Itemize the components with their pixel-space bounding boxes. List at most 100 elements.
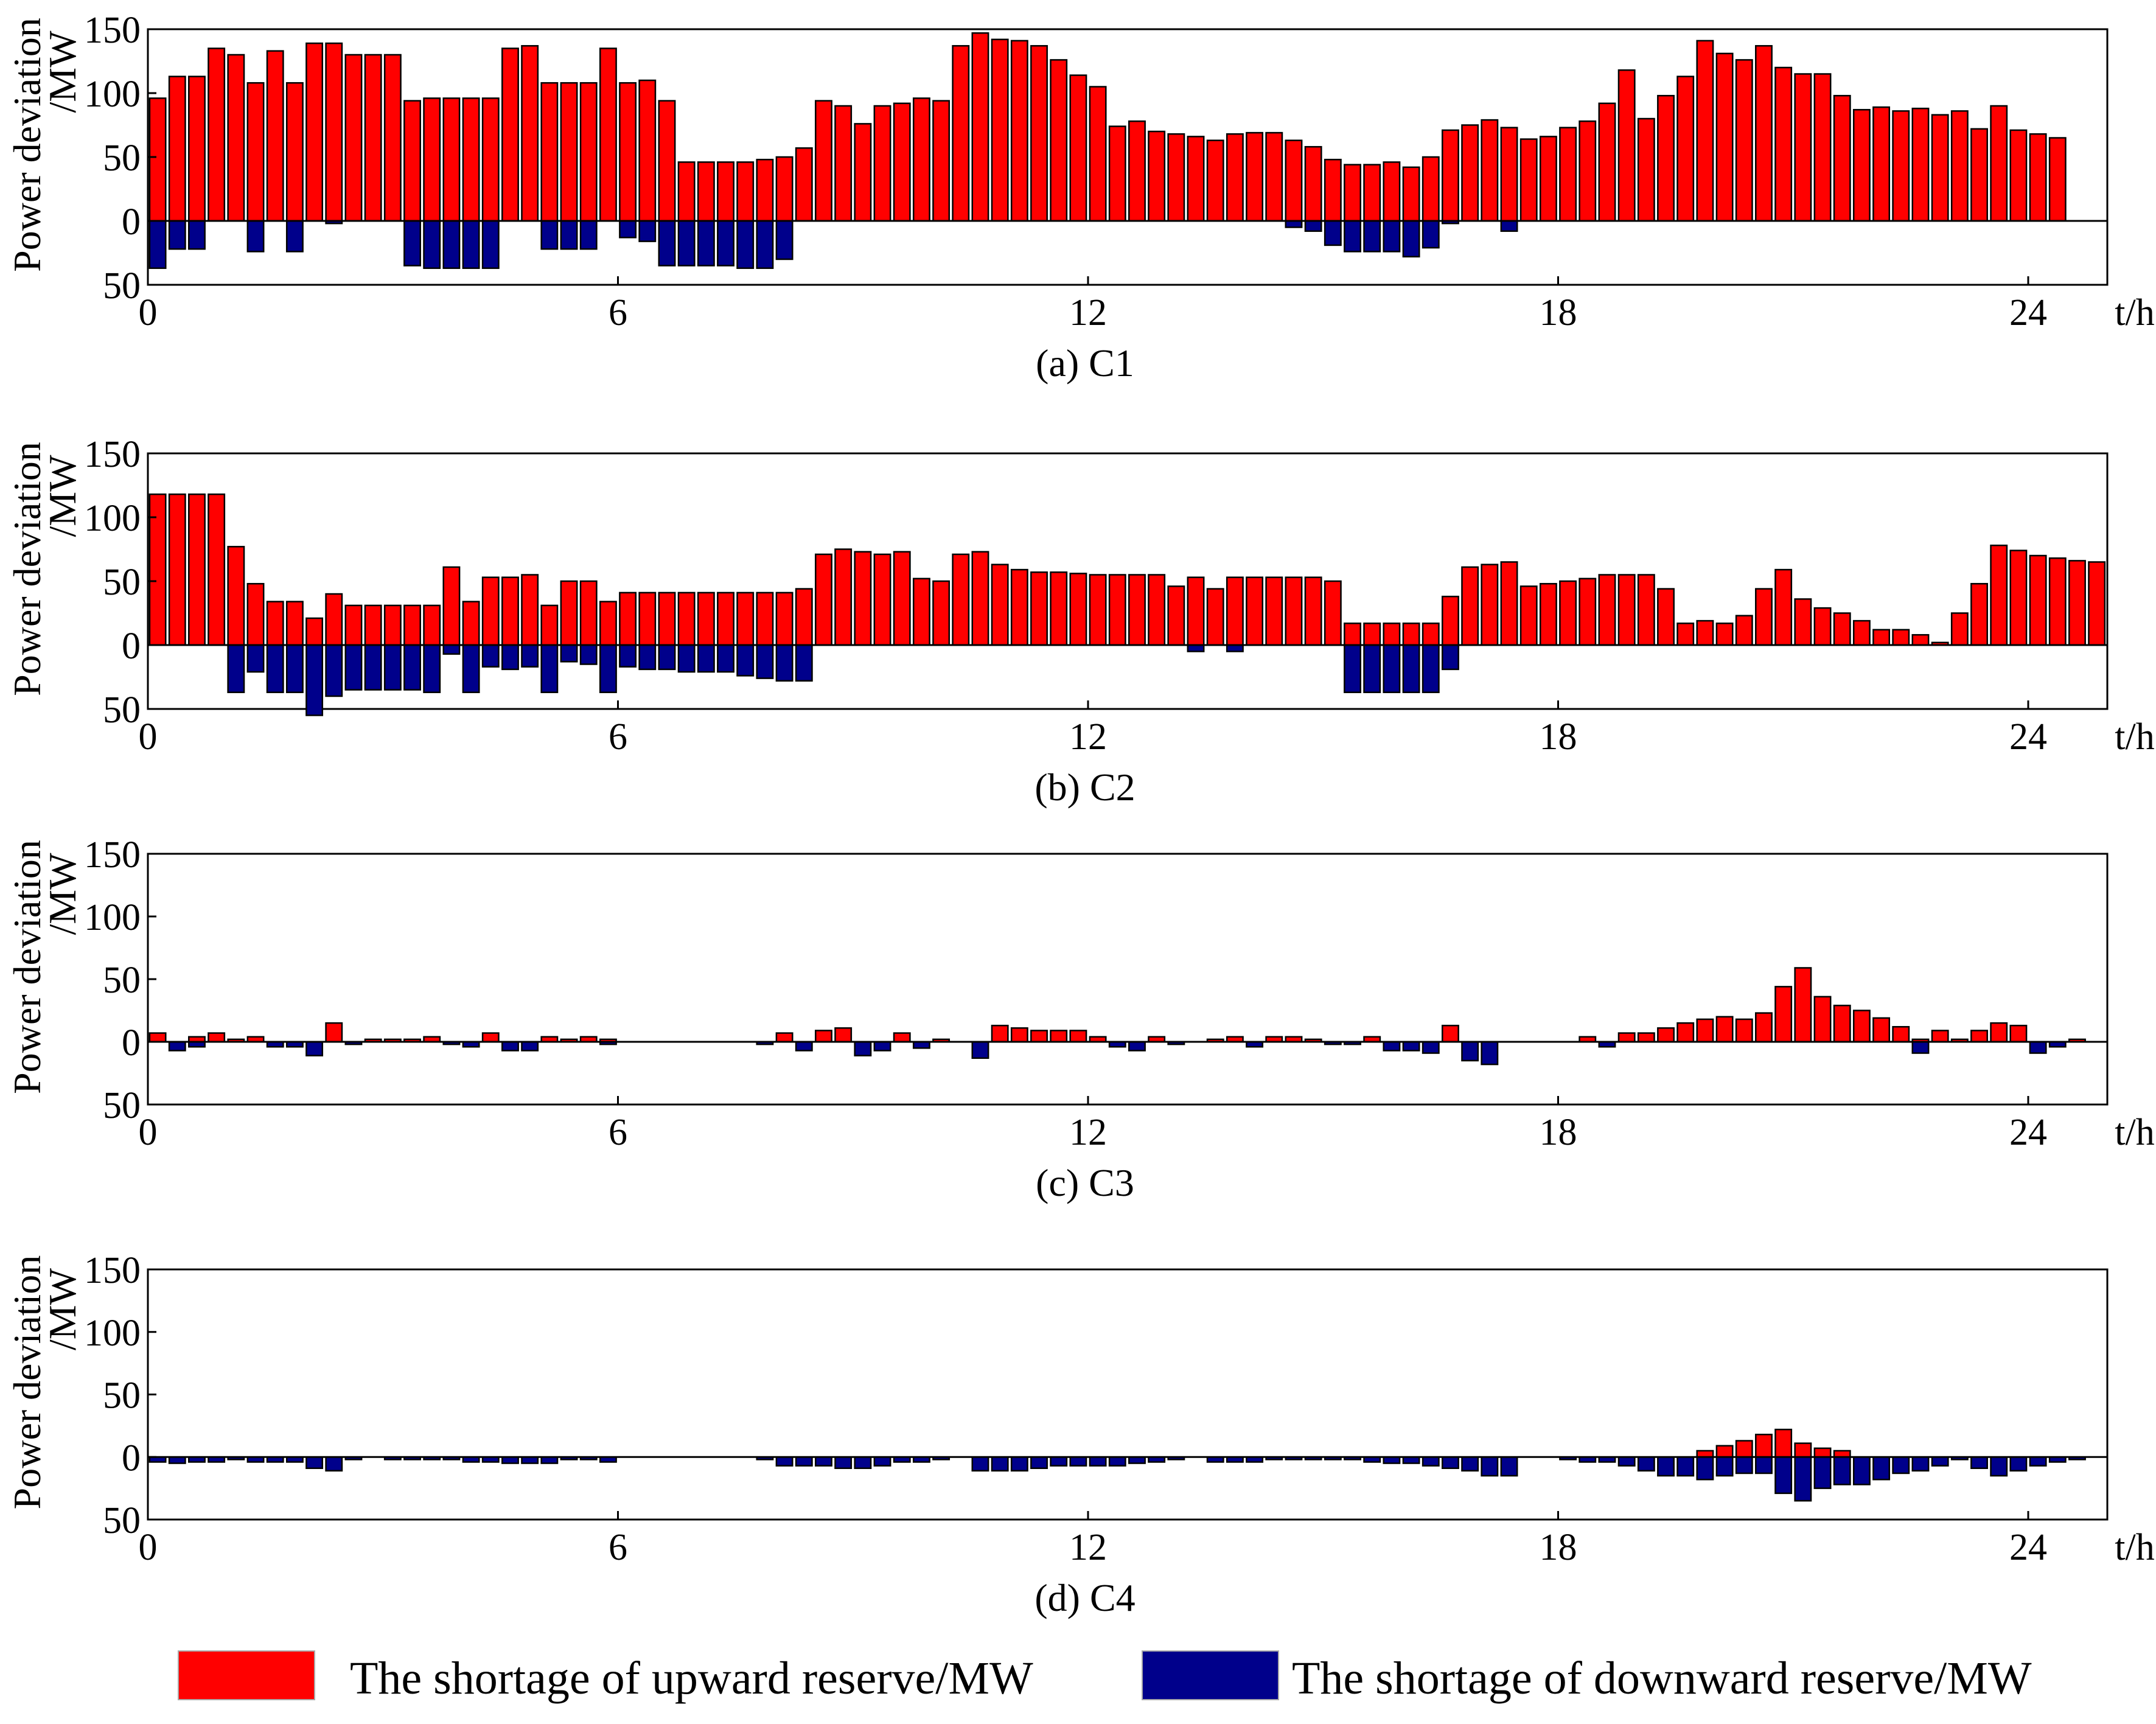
bar — [795, 147, 813, 222]
y-tick-label: 100 — [84, 897, 141, 938]
bar — [1108, 125, 1126, 222]
bar — [1383, 1041, 1401, 1052]
bar — [1715, 1456, 1734, 1477]
bar — [1030, 1030, 1048, 1043]
bar — [638, 592, 657, 646]
bar — [1990, 105, 2008, 222]
y-tick-label: 150 — [84, 10, 141, 51]
bar — [658, 644, 676, 671]
bar — [1089, 86, 1107, 222]
bar — [1833, 1450, 1851, 1458]
bar — [305, 644, 324, 716]
bar — [873, 1041, 891, 1052]
bar — [1285, 220, 1303, 228]
bar — [1892, 1026, 1910, 1043]
bar — [521, 1041, 539, 1052]
bar — [638, 79, 657, 222]
bar — [2029, 554, 2047, 646]
bar — [932, 580, 951, 646]
bar — [717, 220, 734, 267]
bar — [1050, 571, 1068, 646]
y-tick-label: 0 — [122, 201, 141, 243]
x-tick-label: 18 — [1540, 292, 1577, 333]
x-tick-label: 12 — [1069, 716, 1107, 758]
bar — [912, 97, 930, 222]
bar — [815, 1030, 832, 1043]
bar — [305, 1041, 324, 1056]
bar — [1755, 45, 1773, 222]
bar — [1755, 1012, 1773, 1043]
bar — [501, 1041, 519, 1052]
bar — [1481, 1456, 1499, 1477]
bar — [1617, 69, 1636, 222]
bar — [1206, 139, 1224, 222]
bar — [1676, 75, 1695, 222]
bar — [383, 54, 402, 222]
bar — [423, 644, 441, 693]
bar — [1813, 996, 1832, 1043]
bar — [1324, 580, 1342, 646]
y-axis-label: Power deviation — [5, 18, 49, 272]
bar — [266, 50, 284, 222]
bar — [1324, 220, 1342, 246]
bar — [1872, 1456, 1891, 1481]
bar — [1108, 574, 1126, 646]
bar — [599, 47, 617, 222]
bar — [364, 644, 382, 691]
bar — [521, 45, 539, 222]
bar — [893, 1032, 911, 1043]
bar — [1617, 1456, 1636, 1467]
y-tick-label: 50 — [103, 138, 141, 179]
x-tick-label: 24 — [2009, 716, 2047, 758]
bar — [991, 1024, 1009, 1043]
bar — [756, 592, 774, 646]
bar — [168, 220, 186, 250]
bar — [795, 588, 813, 646]
bar — [344, 644, 363, 691]
legend-swatch-upward — [178, 1650, 315, 1700]
bar — [481, 644, 500, 668]
bar — [1481, 564, 1499, 646]
bar — [775, 592, 794, 646]
bar — [1383, 220, 1401, 253]
bar — [1852, 619, 1871, 646]
plot-frame — [147, 853, 2109, 1106]
bar — [1461, 1041, 1479, 1062]
bar — [560, 82, 578, 222]
bar — [1265, 576, 1283, 646]
bar — [1970, 1456, 1988, 1469]
bar — [1050, 1030, 1068, 1043]
x-tick-label: 0 — [139, 716, 158, 758]
bar — [442, 566, 461, 646]
bar — [325, 593, 343, 646]
bar — [442, 220, 461, 269]
bar — [1755, 588, 1773, 646]
bar — [2088, 561, 2106, 646]
bar — [1637, 1032, 1655, 1043]
bar — [540, 604, 559, 646]
bar — [1598, 102, 1616, 222]
x-axis-label: t/h — [2115, 1527, 2154, 1568]
bar — [619, 82, 637, 222]
bar — [1363, 164, 1381, 222]
bar — [658, 100, 676, 222]
bar — [1657, 1456, 1675, 1477]
bar — [1696, 1018, 1714, 1043]
bar — [560, 580, 578, 646]
bar — [442, 97, 461, 222]
bar — [736, 161, 755, 222]
bar — [1852, 1010, 1871, 1043]
bar — [1422, 644, 1440, 693]
bar — [1735, 59, 1753, 222]
bar — [1402, 1041, 1420, 1052]
bar — [1990, 544, 2008, 646]
bar — [423, 220, 441, 269]
bar — [1872, 629, 1891, 646]
bar — [658, 592, 676, 646]
bar — [1539, 136, 1557, 222]
x-tick-label: 18 — [1540, 1527, 1577, 1568]
x-tick-label: 6 — [609, 1527, 627, 1568]
bar — [227, 546, 245, 646]
bar — [1833, 1005, 1851, 1043]
